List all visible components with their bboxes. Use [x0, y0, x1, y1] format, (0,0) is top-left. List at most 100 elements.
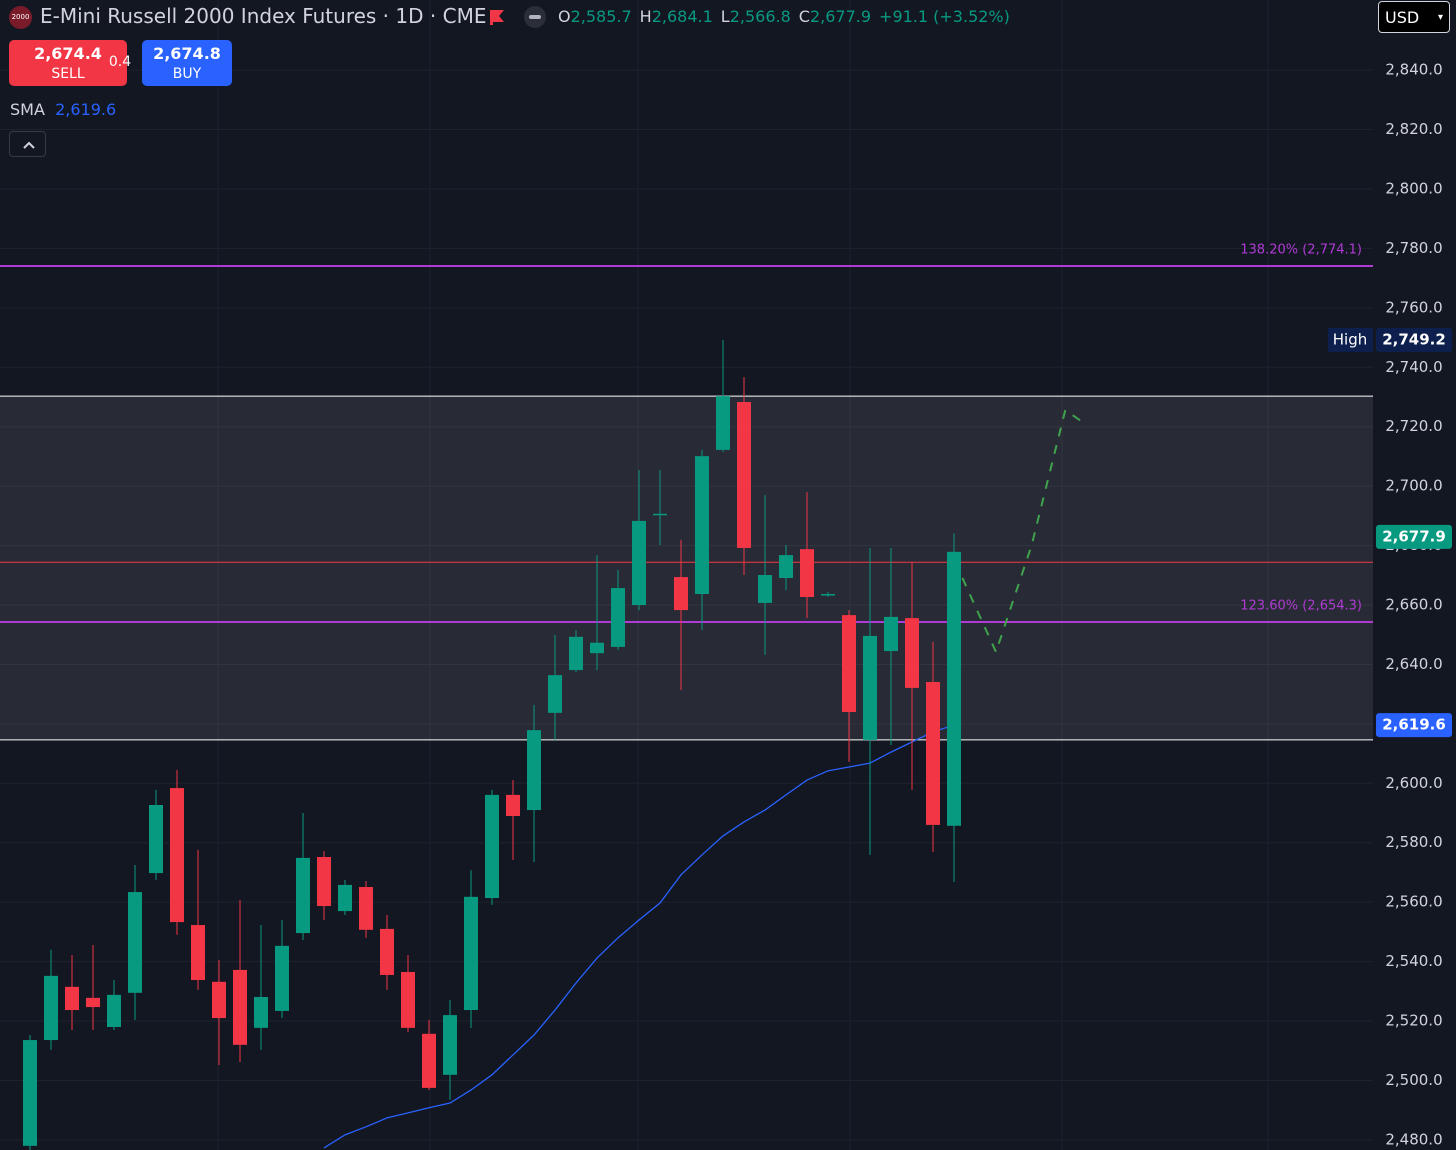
indicator-legend[interactable]: SMA 2,619.6: [10, 100, 116, 119]
candle-body: [422, 1033, 436, 1088]
y-tick-label: 2,700.0: [1385, 477, 1442, 495]
candle-body: [380, 928, 394, 975]
candle-body: [23, 1040, 37, 1146]
y-tick-label: 2,540.0: [1385, 952, 1442, 970]
price-tag-label: 2,749.2: [1382, 330, 1446, 348]
price-tag-label: 2,619.6: [1382, 716, 1446, 734]
price-tag: [1376, 327, 1452, 352]
candle-body: [590, 642, 604, 654]
candle-body: [947, 551, 961, 826]
indicator-name: SMA: [10, 100, 45, 119]
y-tick-label: 2,780.0: [1385, 239, 1442, 257]
candle-body: [527, 730, 541, 811]
candle-body: [926, 681, 940, 825]
ohlc-key: C: [798, 7, 810, 26]
ohlc-value: 2,677.9: [809, 7, 872, 26]
buy-button[interactable]: 2,674.8 BUY: [142, 40, 232, 86]
y-tick-label: 2,480.0: [1385, 1130, 1442, 1148]
sma-line: [323, 724, 955, 1149]
candle-body: [191, 925, 205, 981]
candle-body: [464, 896, 478, 1011]
flag-icon[interactable]: [488, 8, 506, 26]
candle-body: [548, 675, 562, 713]
spread: 0.4: [108, 54, 132, 70]
ohlc-key: O: [558, 7, 571, 26]
candle-body: [128, 892, 142, 993]
zone: [0, 396, 1373, 740]
fib-label: 123.60% (2,654.3): [1240, 598, 1362, 613]
candle-body: [905, 618, 919, 688]
y-tick-label: 2,640.0: [1385, 655, 1442, 673]
y-tick-label: 2,600.0: [1385, 774, 1442, 792]
y-tick-label: 2,840.0: [1385, 61, 1442, 79]
ohlc-value: 2,566.8: [729, 7, 791, 26]
y-tick-label: 2,500.0: [1385, 1071, 1442, 1089]
candle-body: [296, 857, 310, 934]
candle-body: [758, 575, 772, 603]
buy-price: 2,674.8: [153, 44, 221, 63]
candle-body: [107, 994, 121, 1027]
ohlc-value: 2,585.7: [570, 7, 632, 26]
high-tag-box: [1328, 327, 1373, 352]
symbol-badge: 2000: [9, 6, 32, 29]
sell-price: 2,674.4: [34, 44, 102, 63]
candle-body: [86, 997, 100, 1008]
candle-body: [254, 996, 268, 1028]
y-tick-label: 2,520.0: [1385, 1012, 1442, 1030]
candle-body: [632, 520, 646, 606]
candle-body: [401, 972, 415, 1028]
candle-body: [695, 456, 709, 595]
currency-select[interactable]: USD ▾: [1378, 1, 1450, 33]
sell-label: SELL: [51, 66, 85, 82]
candle-body: [149, 805, 163, 874]
price-axis: 2,480.0 2,500.0 2,520.0 2,540.0 2,560.0 2,580…: [1376, 61, 1452, 1148]
ohlc-row: O2,585.7 H2,684.1 L2,566.8 C2,677.9 +91.1 (+…: [558, 7, 1010, 26]
ohlc-key: H: [639, 7, 652, 26]
indicator-value: 2,619.6: [55, 100, 117, 119]
candle-body: [611, 588, 625, 647]
currency: USD: [1385, 8, 1420, 27]
y-tick-label: 2,820.0: [1385, 120, 1442, 138]
price-tag: [1376, 713, 1452, 738]
candle-body: [863, 635, 877, 740]
dropdown-caret: ▾: [1437, 12, 1443, 23]
price-tag: [1376, 524, 1452, 549]
candle-body: [800, 549, 814, 597]
candle-body: [359, 887, 373, 930]
y-tick-label: 2,560.0: [1385, 893, 1442, 911]
projection-line: [961, 408, 1085, 655]
sell-button[interactable]: 2,674.4 SELL: [9, 40, 127, 86]
candle-body: [716, 396, 730, 450]
candle-body: [821, 594, 835, 596]
candle-body: [506, 794, 520, 816]
candle-body: [275, 945, 289, 1011]
candle-body: [485, 794, 499, 899]
candle-body: [338, 884, 352, 912]
chevron: [23, 141, 35, 149]
candle-body: [653, 513, 667, 516]
candle-body: [842, 615, 856, 712]
candle-body: [65, 986, 79, 1011]
candle-body: [317, 857, 331, 907]
candle-body: [44, 975, 58, 1041]
candle-body: [884, 616, 898, 652]
candle-body: [443, 1015, 457, 1075]
ohlc-value: 2,684.1: [651, 7, 713, 26]
candle-body: [212, 981, 226, 1019]
candle-body: [569, 636, 583, 671]
y-tick-label: 2,800.0: [1385, 179, 1442, 197]
collapse-button[interactable]: [9, 131, 46, 157]
candle-body: [674, 577, 688, 611]
status-icon[interactable]: [523, 5, 547, 29]
y-tick-label: 2,660.0: [1385, 596, 1442, 614]
high-tag-label: High: [1333, 330, 1367, 348]
change: +91.1 (+3.52%): [879, 7, 1010, 26]
price-tag-label: 2,677.9: [1382, 527, 1446, 545]
symbol-title[interactable]: E-Mini Russell 2000 Index Futures · 1D ·…: [40, 4, 487, 28]
plot-area: 138.20% (2,774.1) 123.60% (2,654.3) High: [0, 0, 1373, 1150]
fib-label: 138.20% (2,774.1): [1240, 242, 1362, 257]
y-tick-label: 2,720.0: [1385, 417, 1442, 435]
y-tick-label: 2,760.0: [1385, 298, 1442, 316]
